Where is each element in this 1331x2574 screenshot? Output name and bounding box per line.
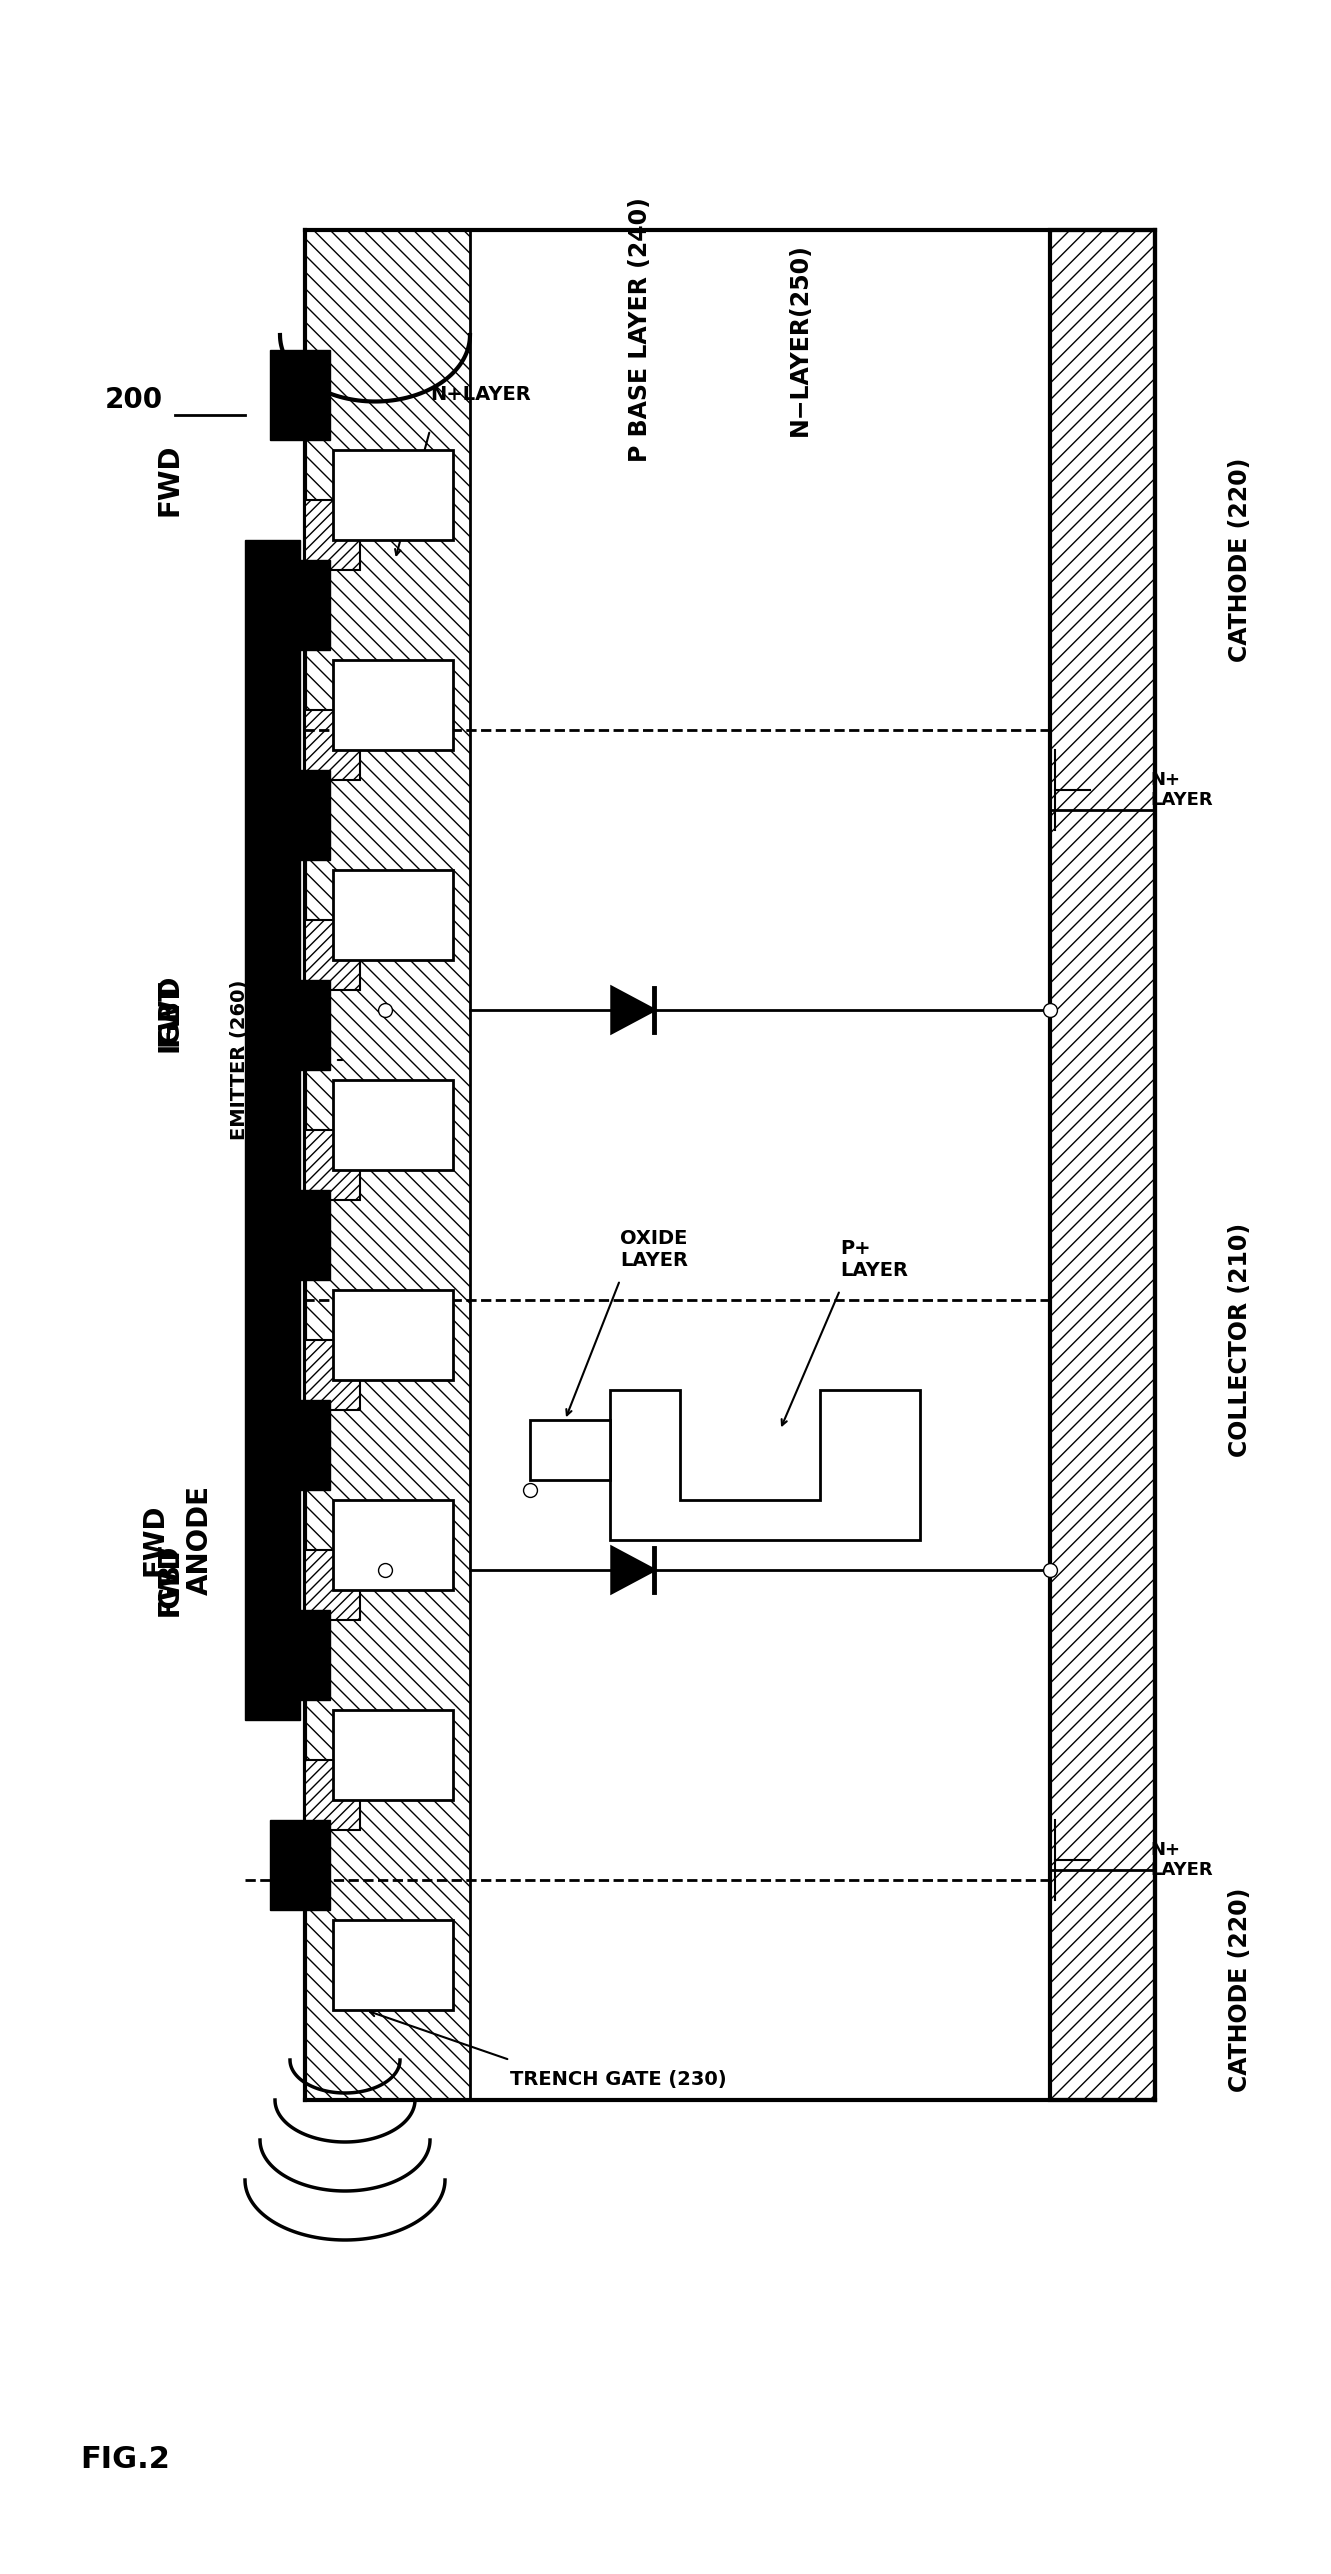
Bar (333, 1501, 453, 1591)
Text: N+
LAYER: N+ LAYER (1150, 770, 1213, 808)
Bar (305, 919, 359, 991)
Bar (305, 710, 359, 780)
Bar (270, 1189, 330, 1279)
Bar (305, 1130, 359, 1199)
Bar (305, 1341, 359, 1411)
Text: OXIDE
LAYER: OXIDE LAYER (620, 1230, 688, 1272)
Text: P+
LAYER: P+ LAYER (840, 1241, 908, 1279)
Bar (270, 561, 330, 651)
Bar (333, 450, 453, 541)
Bar (333, 870, 453, 960)
Text: FWD: FWD (156, 973, 184, 1045)
Text: FWD: FWD (141, 1503, 169, 1575)
Bar (333, 1920, 453, 2010)
Bar (270, 981, 330, 1071)
Polygon shape (612, 988, 654, 1032)
Bar (333, 1290, 453, 1380)
Bar (530, 1421, 610, 1480)
Polygon shape (610, 1390, 920, 1539)
Text: FIG.2: FIG.2 (80, 2445, 170, 2474)
Text: CATHODE (220): CATHODE (220) (1229, 458, 1252, 662)
Text: FWD: FWD (156, 1544, 184, 1616)
Text: N+LAYER: N+LAYER (430, 386, 531, 404)
Text: N−LAYER(250): N−LAYER(250) (788, 245, 812, 438)
Text: TRENCH GATE (230): TRENCH GATE (230) (510, 2069, 727, 2090)
Bar (270, 770, 330, 860)
Bar (305, 499, 359, 569)
Bar (305, 229, 470, 2100)
Text: N+
LAYER: N+ LAYER (1150, 1840, 1213, 1879)
Bar (270, 1820, 330, 1910)
Bar (333, 659, 453, 749)
Bar (245, 541, 299, 1719)
Bar (270, 1400, 330, 1490)
Text: COLLECTOR (210): COLLECTOR (210) (1229, 1223, 1252, 1457)
Bar (333, 1081, 453, 1171)
Text: IGBT: IGBT (156, 1544, 184, 1616)
Text: P BASE LAYER (240): P BASE LAYER (240) (628, 198, 652, 463)
Text: IGBT: IGBT (156, 978, 184, 1053)
Bar (333, 1709, 453, 1799)
Polygon shape (612, 1547, 654, 1593)
Bar (1050, 229, 1155, 2100)
Text: ANODE: ANODE (186, 1485, 214, 1596)
Text: EMITTER (260): EMITTER (260) (230, 981, 249, 1140)
Text: 200: 200 (105, 386, 164, 414)
Bar (305, 1761, 359, 1830)
Bar (270, 1609, 330, 1699)
Text: FWD: FWD (156, 443, 184, 517)
Bar (270, 350, 330, 440)
Bar (305, 1550, 359, 1619)
Text: CATHODE (220): CATHODE (220) (1229, 1887, 1252, 2093)
